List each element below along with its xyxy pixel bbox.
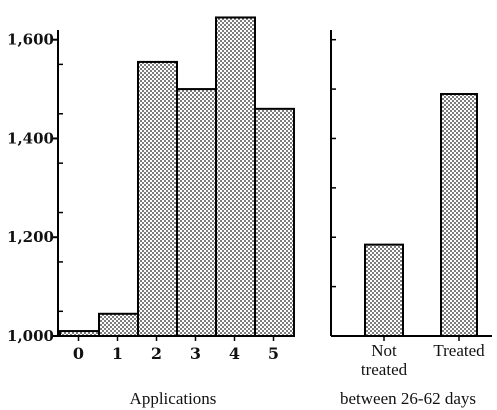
bar-not-treated xyxy=(364,243,404,337)
category-label: 3 xyxy=(190,344,201,363)
bar-5 xyxy=(254,107,295,338)
bar-2 xyxy=(137,60,178,338)
bar-treated xyxy=(440,93,478,337)
category-label: 4 xyxy=(229,344,240,363)
y-tick-label: 1,000 xyxy=(7,327,54,345)
category-label: 5 xyxy=(268,344,279,363)
right-x-axis-title: between 26-62 days xyxy=(340,389,476,408)
category-label: 0 xyxy=(73,344,84,363)
bar-1 xyxy=(98,312,139,337)
category-label: 2 xyxy=(151,344,162,363)
y-tick-label: 1,400 xyxy=(7,129,54,147)
y-tick-label: 1,200 xyxy=(7,228,54,246)
category-label: 1 xyxy=(112,344,123,363)
y-tick-label: 1,600 xyxy=(7,31,54,49)
applications-chart: 1,000 1,200 1,400 1,600 0 1 2 3 4 5 Applications xyxy=(7,16,295,408)
category-label: Not xyxy=(371,341,397,360)
category-label: Treated xyxy=(433,341,485,360)
category-label: treated xyxy=(361,360,408,379)
bar-4 xyxy=(215,16,256,337)
bar-3 xyxy=(176,88,217,337)
left-x-axis-title: Applications xyxy=(130,389,217,408)
